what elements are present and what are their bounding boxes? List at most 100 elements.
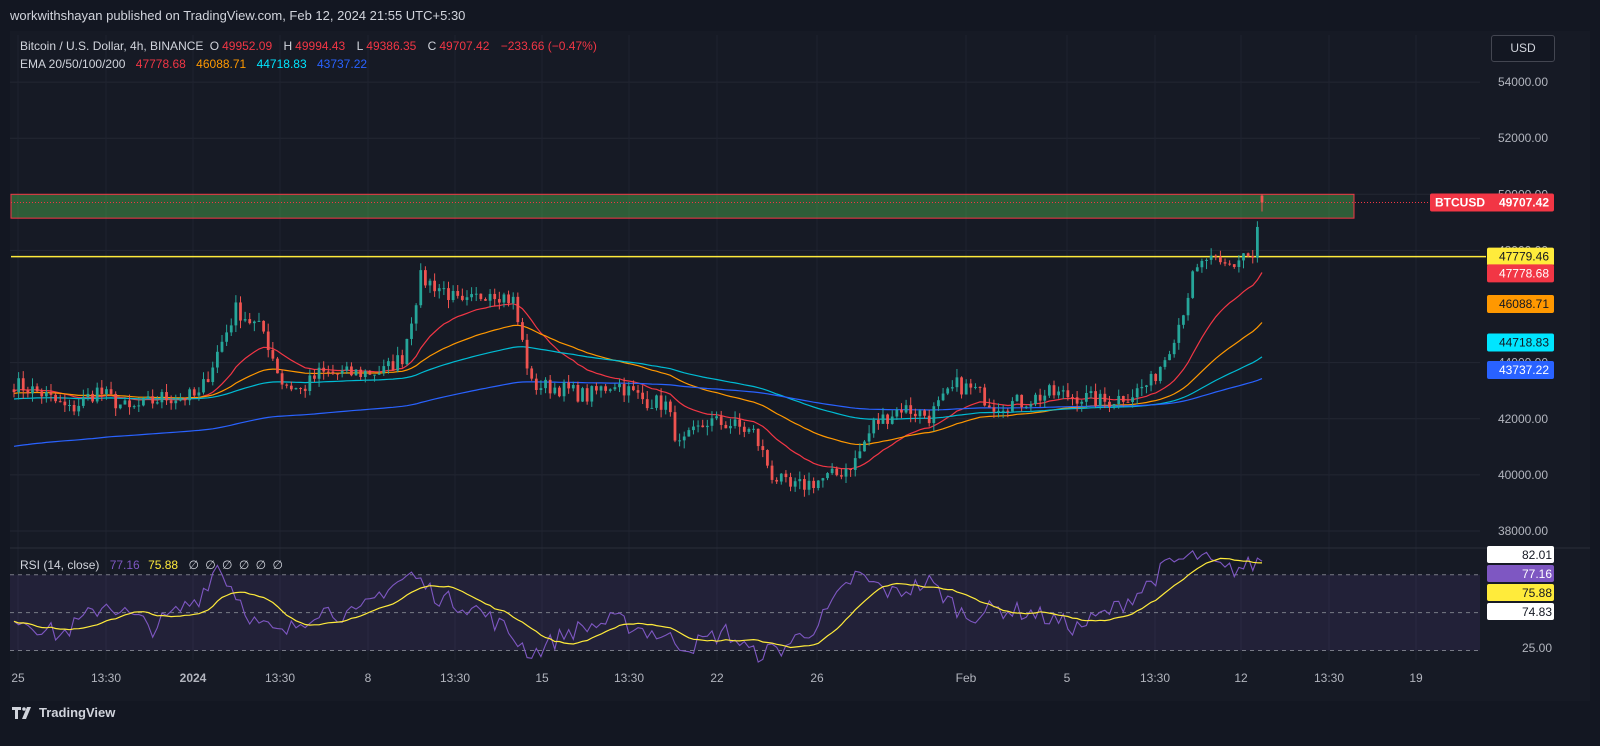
candle-body	[146, 396, 150, 398]
candle-body	[12, 389, 16, 393]
candle-body	[927, 415, 931, 424]
candle-body	[909, 405, 913, 414]
time-tick-label: 15	[535, 671, 549, 685]
candle-body	[983, 387, 987, 406]
candle-body	[1075, 397, 1079, 404]
price-tick-label: 54000.00	[1498, 75, 1548, 89]
candle-body	[627, 386, 631, 396]
rsi-axis-label-bg	[1487, 565, 1554, 582]
candle-body	[798, 479, 802, 482]
candle-body	[521, 322, 524, 340]
candle-body	[687, 430, 691, 437]
rsi-extra-1: ∅	[188, 558, 199, 572]
ema100-value: 44718.83	[256, 57, 307, 71]
candle-body	[595, 386, 598, 391]
price-label-symbol: BTCUSD	[1435, 196, 1485, 210]
candle-body	[692, 426, 695, 431]
candle-body	[631, 386, 635, 391]
candle-body	[1131, 397, 1134, 403]
candle-body	[447, 288, 450, 300]
rsi-axis-label: 82.01	[1522, 548, 1552, 562]
candle-body	[641, 392, 645, 400]
candle-body	[497, 299, 501, 303]
rsi-extra-5: ∅	[255, 558, 267, 572]
candle-body	[86, 393, 90, 398]
price-label-bg	[1487, 247, 1554, 266]
tradingview-brand-text: TradingView	[39, 705, 116, 720]
currency-button[interactable]: USD	[1491, 35, 1555, 62]
candle-body	[863, 441, 866, 452]
candle-body	[1260, 195, 1264, 203]
candle-body	[1195, 267, 1199, 272]
candle-body	[830, 468, 834, 474]
candle-body	[239, 302, 242, 321]
chart-frame[interactable]	[10, 31, 1590, 701]
candle-body	[229, 325, 233, 333]
candle-body	[211, 367, 215, 382]
candle-body	[1135, 388, 1139, 398]
candle-body	[904, 405, 908, 413]
candle-body	[109, 389, 113, 394]
rsi-axis-label-bg	[1487, 603, 1554, 620]
ema-label: EMA 20/50/100/200	[20, 57, 126, 71]
candle-body	[474, 293, 478, 295]
candle-body	[752, 428, 755, 430]
time-tick-label: 13:30	[91, 671, 121, 685]
candle-body	[160, 392, 164, 403]
candle-body	[377, 373, 381, 375]
candle-body	[844, 468, 848, 477]
candle-body	[460, 295, 464, 300]
candle-body	[784, 473, 788, 478]
open-value: 49952.09	[222, 39, 273, 53]
candle-body	[987, 405, 991, 408]
candle-body	[326, 371, 330, 373]
candle-body	[571, 384, 575, 389]
candle-body	[696, 425, 700, 427]
candle-body	[964, 383, 968, 395]
candle-body	[761, 446, 765, 451]
candle-body	[622, 383, 626, 396]
candle-body	[655, 395, 658, 408]
candle-body	[299, 388, 302, 390]
candle-body	[701, 425, 705, 428]
candle-body	[396, 355, 400, 371]
candle-body	[636, 390, 640, 393]
candle-body	[368, 370, 372, 375]
candle-body	[451, 291, 455, 300]
candle-body	[373, 374, 376, 376]
candle-body	[44, 392, 48, 397]
rsi-extra-2: ∅	[205, 558, 216, 572]
candle-body	[1246, 253, 1250, 257]
time-tick-label: 13:30	[614, 671, 644, 685]
rsi-legend: RSI (14, close) 77.16 75.88 ∅ ∅ ∅ ∅ ∅ ∅	[20, 558, 286, 572]
candle-body	[775, 479, 779, 482]
candle-body	[243, 319, 247, 321]
candle-body	[289, 385, 293, 390]
bottom-bar	[0, 701, 1600, 746]
rsi-tick-label: 25.00	[1522, 641, 1552, 655]
candle-body	[1168, 354, 1171, 361]
price-label-bg	[1430, 193, 1554, 212]
candle-body	[645, 399, 649, 409]
rsi-axis-label: 74.83	[1522, 605, 1552, 619]
candle-body	[581, 388, 584, 402]
candle-body	[613, 387, 617, 390]
candle-body	[465, 297, 469, 300]
candle-body	[63, 401, 67, 406]
candle-body	[1084, 392, 1088, 402]
candle-body	[1043, 395, 1047, 401]
candle-body	[548, 379, 552, 394]
candle-body	[821, 478, 825, 481]
rsi-extra-4: ∅	[238, 558, 250, 572]
candle-body	[530, 368, 534, 379]
candle-body	[1242, 253, 1245, 261]
candle-body	[252, 321, 256, 324]
candle-body	[405, 338, 409, 365]
candle-body	[997, 410, 1000, 412]
candle-body	[1047, 385, 1051, 396]
candle-body	[387, 361, 390, 367]
candle-body	[576, 384, 580, 402]
candle-body	[248, 319, 252, 324]
candle-body	[1024, 406, 1028, 408]
